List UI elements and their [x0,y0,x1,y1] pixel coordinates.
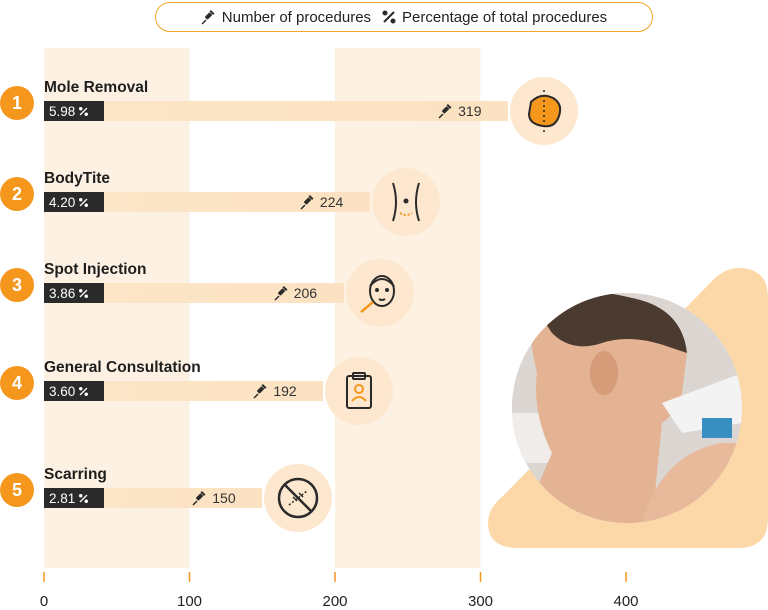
syringe-icon [438,104,452,119]
rank-badge: 3 [0,268,34,302]
percent-icon [79,386,89,396]
x-tick-label: 300 [467,593,494,610]
grid-band [44,48,190,568]
mole-icon [510,77,579,145]
value-label: 192 [253,381,297,401]
percentage-label: 5.98 [44,101,104,121]
syringe-icon [192,491,206,506]
x-tick-label: 200 [322,593,348,610]
value-label: 319 [438,101,482,121]
value-bar [104,488,263,508]
value-label: 150 [192,488,236,508]
syringe-icon [300,195,314,210]
value-text: 224 [319,194,344,210]
x-tick-label: 400 [613,593,639,610]
value-label: 206 [274,283,317,303]
clipboard-icon [325,357,394,425]
syringe-icon [201,10,215,25]
category-label: BodyTite [44,170,111,187]
patient-photo [512,293,742,523]
value-bar [104,101,509,121]
percentage-value: 3.86 [49,285,76,301]
legend: Number of procedures Percentage of total… [155,2,653,32]
percentage-value: 5.98 [49,103,76,119]
value-label: 224 [300,192,343,212]
rank-badge: 5 [0,473,34,507]
percentage-value: 3.60 [49,383,76,399]
patient-neck-illustration [512,293,742,523]
category-label: Spot Injection [44,261,147,278]
percent-icon [79,197,89,207]
percent-icon [79,106,89,116]
category-label: General Consultation [44,359,201,376]
percentage-value: 4.20 [49,194,76,210]
legend-percent: Percentage of total procedures [381,9,607,26]
x-tick-label: 100 [176,593,203,610]
value-text: 319 [458,103,482,119]
legend-count-label: Number of procedures [221,8,372,26]
legend-percent-label: Percentage of total procedures [402,8,608,26]
percent-icon [79,288,89,298]
face-injection-icon [345,259,414,327]
percentage-label: 4.20 [44,192,104,212]
value-text: 206 [293,285,318,301]
value-text: 192 [273,383,297,399]
no-scar-icon [264,464,333,532]
value-text: 150 [212,490,236,506]
percentage-label: 3.60 [44,381,104,401]
percentage-value: 2.81 [49,490,76,506]
percentage-label: 2.81 [44,488,104,508]
x-tick-label: 0 [39,593,49,610]
category-label: Scarring [44,466,107,483]
percent-icon [79,493,89,503]
category-label: Mole Removal [44,79,149,96]
waist-icon [371,168,440,236]
syringe-icon [274,286,288,301]
rank-badge: 4 [0,366,34,400]
syringe-icon [253,384,267,399]
rank-badge: 2 [0,177,34,211]
percent-icon [382,10,396,24]
legend-count: Number of procedures [201,9,371,26]
percentage-label: 3.86 [44,283,104,303]
value-bar [104,381,324,401]
rank-badge: 1 [0,86,34,120]
